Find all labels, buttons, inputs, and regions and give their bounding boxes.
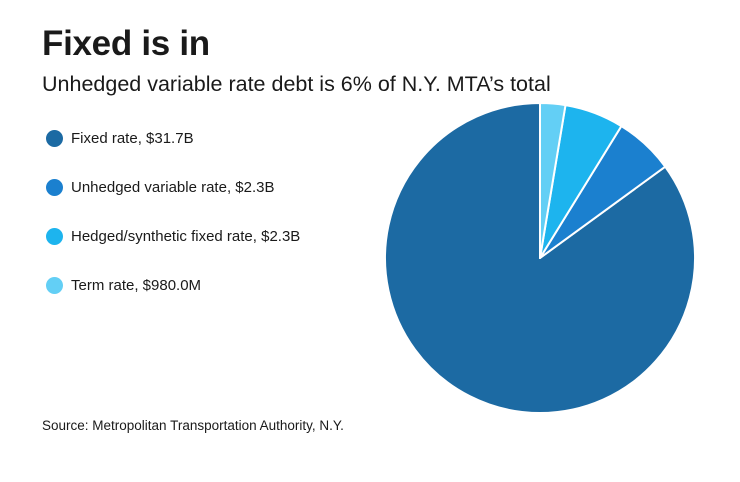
legend-item-term-rate: Term rate, $980.0M (46, 273, 300, 297)
legend-label-term-rate: Term rate, $980.0M (71, 276, 202, 294)
legend-label-unhedged-variable-rate: Unhedged variable rate, $2.3B (71, 178, 275, 196)
pie-chart (384, 102, 696, 414)
legend: Fixed rate, $31.7B Unhedged variable rat… (46, 126, 300, 322)
legend-item-hedged-synthetic-fixed-rate: Hedged/synthetic fixed rate, $2.3B (46, 224, 300, 248)
source-note: Source: Metropolitan Transportation Auth… (42, 418, 344, 433)
legend-item-unhedged-variable-rate: Unhedged variable rate, $2.3B (46, 175, 300, 199)
legend-swatch-term-rate (46, 276, 63, 294)
chart-title: Fixed is in (42, 24, 210, 63)
chart-subtitle: Unhedged variable rate debt is 6% of N.Y… (42, 72, 551, 96)
legend-label-hedged-synthetic-fixed-rate: Hedged/synthetic fixed rate, $2.3B (71, 227, 301, 245)
legend-swatch-hedged-synthetic-fixed-rate (46, 227, 63, 245)
legend-item-fixed-rate: Fixed rate, $31.7B (46, 126, 300, 150)
legend-label-fixed-rate: Fixed rate, $31.7B (71, 129, 194, 147)
legend-swatch-fixed-rate (46, 129, 63, 147)
pie-slice-term-rate (539, 102, 567, 259)
legend-swatch-unhedged-variable-rate (46, 178, 63, 196)
